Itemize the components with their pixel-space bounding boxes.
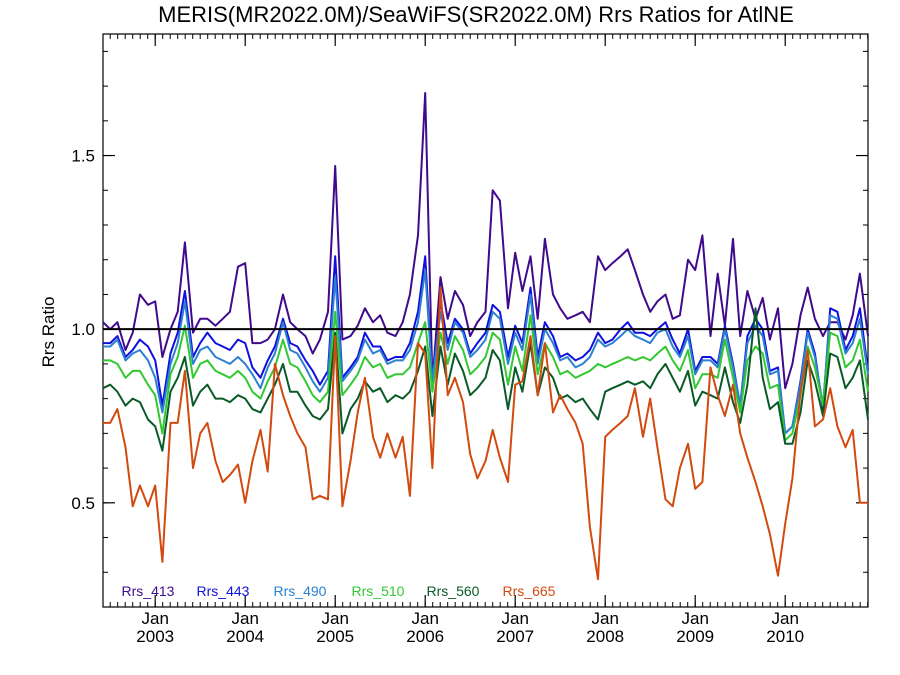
chart-title: MERIS(MR2022.0M)/SeaWiFS(SR2022.0M) Rrs … <box>158 2 794 27</box>
x-tick-label-year: 2005 <box>316 627 354 646</box>
legend-label-rrs-413: Rrs_413 <box>122 583 175 599</box>
x-tick-label-year: 2006 <box>406 627 444 646</box>
series-line-rrs-510 <box>103 310 869 442</box>
x-tick-label-month: Jan <box>411 609 438 628</box>
x-tick-label-year: 2007 <box>496 627 534 646</box>
y-axis-label: Rrs Ratio <box>39 297 58 368</box>
y-tick-label: 0.5 <box>71 494 95 513</box>
series-line-rrs-443 <box>103 255 869 435</box>
x-tick-label-month: Jan <box>141 609 168 628</box>
legend-label-rrs-490: Rrs_490 <box>274 583 327 599</box>
x-tick-label-month: Jan <box>321 609 348 628</box>
series-lines <box>102 92 869 581</box>
y-axis: 0.5 1.0 1.5 <box>71 147 868 513</box>
x-tick-label-month: Jan <box>771 609 798 628</box>
legend-label-rrs-665: Rrs_665 <box>503 583 556 599</box>
series-line-rrs-560 <box>102 307 869 452</box>
y-tick-label: 1.5 <box>71 147 95 166</box>
x-tick-label-month: Jan <box>231 609 258 628</box>
x-tick-label-year: 2004 <box>226 627 264 646</box>
x-tick-label-year: 2009 <box>676 627 714 646</box>
plot-frame <box>102 33 869 608</box>
x-tick-label-month: Jan <box>681 609 708 628</box>
x-tick-label-month: Jan <box>501 609 528 628</box>
series-line-rrs-413 <box>102 92 869 390</box>
legend: Rrs_413 Rrs_443 Rrs_490 Rrs_510 Rrs_560 Rrs_6… <box>122 583 556 599</box>
legend-label-rrs-560: Rrs_560 <box>427 583 480 599</box>
x-axis: Jan2003Jan2004Jan2005Jan2006Jan2007Jan20… <box>136 34 804 646</box>
x-tick-label-year: 2008 <box>586 627 624 646</box>
y-tick-label: 1.0 <box>71 320 95 339</box>
legend-label-rrs-443: Rrs_443 <box>197 583 250 599</box>
x-tick-label-year: 2010 <box>766 627 804 646</box>
x-tick-label-year: 2003 <box>136 627 174 646</box>
series-line-rrs-665 <box>103 286 868 581</box>
x-tick-label-month: Jan <box>591 609 618 628</box>
legend-label-rrs-510: Rrs_510 <box>352 583 405 599</box>
